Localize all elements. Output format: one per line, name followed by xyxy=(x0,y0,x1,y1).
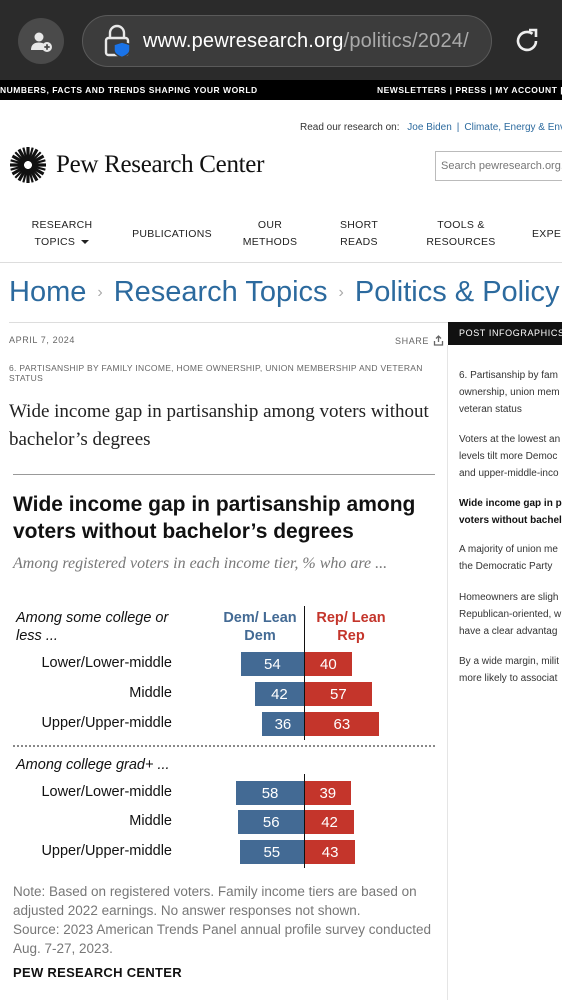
chart-top-rule xyxy=(13,474,435,475)
bar-rep: 40 xyxy=(305,652,352,676)
bar-dem: 42 xyxy=(254,682,304,706)
chart-axis-line xyxy=(304,774,305,868)
row-label: Upper/Upper-middle xyxy=(41,715,172,731)
search-input[interactable]: Search pewresearch.org... xyxy=(435,151,562,181)
topic-link-joe-biden[interactable]: Joe Biden xyxy=(407,122,452,133)
sidebar-infographic-link[interactable]: 6. Partisanship by fam ownership, union m… xyxy=(459,370,560,415)
site-security-icon[interactable] xyxy=(93,16,143,66)
chevron-right-icon: › xyxy=(338,283,344,301)
post-infographics-heading: POST INFOGRAPHICS xyxy=(448,322,562,345)
group-divider xyxy=(13,745,435,747)
column-header-rep: Rep/ Lean Rep xyxy=(316,610,386,644)
reload-icon xyxy=(516,28,538,52)
sidebar-infographic-link[interactable]: A majority of union me the Democratic Par… xyxy=(459,544,558,572)
row-label: Lower/Lower-middle xyxy=(41,655,172,671)
breadcrumb-home[interactable]: Home xyxy=(9,276,87,308)
chart-source-brand: PEW RESEARCH CENTER xyxy=(13,965,182,980)
utility-links[interactable]: NEWSLETTERS | PRESS | MY ACCOUNT | DON xyxy=(377,85,562,95)
nav-divider xyxy=(0,262,562,263)
nav-publications[interactable]: PUBLICATIONS xyxy=(132,227,212,240)
add-account-icon xyxy=(31,32,52,52)
share-button[interactable]: SHARE xyxy=(395,335,444,346)
bar-rep: 39 xyxy=(305,781,351,805)
reload-button[interactable] xyxy=(508,22,546,60)
browser-toolbar: www.pewresearch.org/politics/2024/ xyxy=(0,0,562,80)
share-icon xyxy=(433,335,444,346)
url-text: www.pewresearch.org/politics/2024/ xyxy=(143,29,469,52)
main-nav: RESEARCH TOPICS PUBLICATIONS OUR METHODS S… xyxy=(0,206,562,262)
bar-dem: 56 xyxy=(238,810,304,834)
nav-short-reads[interactable]: SHORT READS xyxy=(339,219,379,248)
row-label: Lower/Lower-middle xyxy=(41,784,172,800)
chart-title: Wide income gap in partisanship among vo… xyxy=(13,493,416,543)
bar-rep: 43 xyxy=(305,840,356,864)
chart-axis-line xyxy=(304,606,305,740)
topic-link-climate[interactable]: Climate, Energy & Enviro xyxy=(464,122,562,133)
chevron-right-icon: › xyxy=(97,283,103,301)
bar-dem: 54 xyxy=(240,652,304,676)
row-label: Middle xyxy=(129,685,172,701)
sidebar-infographic-link[interactable]: Wide income gap in p voters without bache… xyxy=(459,498,562,526)
bar-dem: 55 xyxy=(239,840,304,864)
breadcrumb-politics-policy[interactable]: Politics & Policy xyxy=(354,276,560,308)
pew-starburst-icon xyxy=(10,147,46,183)
section-title[interactable]: 6. PARTISANSHIP BY FAMILY INCOME, HOME O… xyxy=(9,363,423,383)
read-research-label: Read our research on: xyxy=(300,122,400,133)
chart-note: Note: Based on registered voters. Family… xyxy=(13,884,432,956)
address-bar[interactable]: www.pewresearch.org/politics/2024/ xyxy=(82,15,492,67)
bar-rep: 63 xyxy=(305,712,379,736)
profile-button[interactable] xyxy=(18,18,64,64)
bar-rep: 42 xyxy=(305,810,355,834)
bar-dem: 36 xyxy=(261,712,304,736)
article-headline: Wide income gap in partisanship among vo… xyxy=(9,401,429,450)
sidebar-infographic-link[interactable]: Homeowners are sligh Republican-oriented,… xyxy=(459,592,562,637)
breadcrumb-divider xyxy=(9,322,562,323)
column-header-dem: Dem/ Lean Dem xyxy=(223,610,297,644)
row-label: Upper/Upper-middle xyxy=(41,843,172,859)
tagline: NUMBERS, FACTS AND TRENDS SHAPING YOUR W… xyxy=(0,85,258,95)
breadcrumb-research-topics[interactable]: Research Topics xyxy=(113,276,328,308)
nav-our-methods[interactable]: OUR METHODS xyxy=(242,219,298,248)
chevron-down-icon xyxy=(81,240,90,244)
nav-research-topics[interactable]: RESEARCH TOPICS xyxy=(31,219,93,248)
bar-dem: 58 xyxy=(236,781,304,805)
read-research-row: Read our research on: Joe Biden | Climate,… xyxy=(300,122,562,133)
publish-date: APRIL 7, 2024 xyxy=(9,335,76,345)
nav-experts[interactable]: EXPE xyxy=(532,227,562,240)
site-logo[interactable]: Pew Research Center xyxy=(9,146,264,184)
bar-rep: 57 xyxy=(305,682,372,706)
sidebar-infographic-link[interactable]: Voters at the lowest an levels tilt more … xyxy=(459,434,561,479)
chart-subtitle: Among registered voters in each income t… xyxy=(13,555,388,572)
nav-tools-resources[interactable]: TOOLS & RESOURCES xyxy=(426,219,496,248)
row-label: Middle xyxy=(129,813,172,829)
logo-text: Pew Research Center xyxy=(56,151,265,178)
sidebar-infographic-link[interactable]: By a wide margin, milit more likely to as… xyxy=(459,656,560,684)
group-label-college-grad: Among college grad+ ... xyxy=(16,757,170,773)
breadcrumb: Home › Research Topics › Politics & Poli… xyxy=(9,276,560,309)
tagline-bar: NUMBERS, FACTS AND TRENDS SHAPING YOUR W… xyxy=(0,80,562,100)
group-label-some-college: Among some college or less ... xyxy=(16,610,169,644)
sidebar-divider xyxy=(447,345,448,1000)
search-placeholder: Search pewresearch.org... xyxy=(441,160,562,172)
